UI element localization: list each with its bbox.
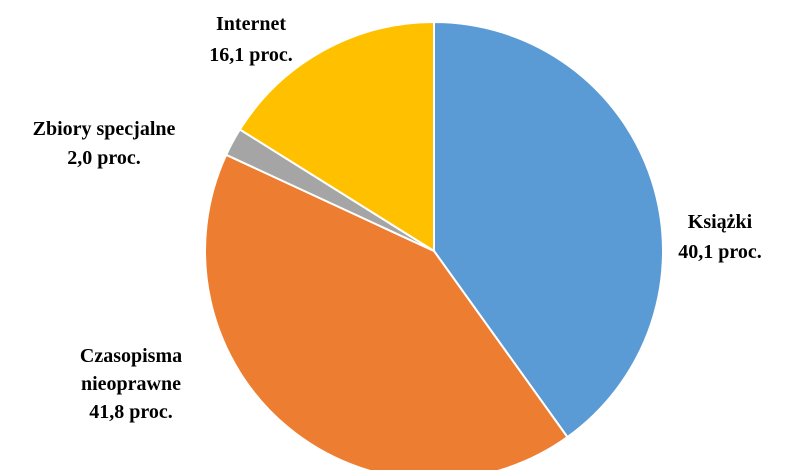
slice-label-line: 2,0 proc. — [67, 147, 141, 169]
pie-slices — [204, 21, 664, 470]
slice-label-4: Internet 16,1 proc. — [209, 13, 293, 66]
slice-label-line: 16,1 proc. — [209, 44, 293, 66]
slice-label-1: Książki 40,1 proc. — [678, 211, 762, 263]
slice-label-3: Zbiory specjalne 2,0 proc. — [33, 118, 176, 169]
slice-label-line: Książki — [688, 211, 753, 233]
slice-label-line: 40,1 proc. — [678, 241, 762, 263]
pie-labels: Książki 40,1 proc. Czasopisma nieoprawne 41,… — [33, 13, 762, 423]
slice-label-line: nieoprawne — [81, 373, 181, 395]
slice-label-line: Internet — [216, 13, 286, 35]
slice-label-line: Zbiory specjalne — [33, 118, 176, 140]
pie-slice-4 — [238, 21, 435, 252]
slice-label-2: Czasopisma nieoprawne 41,8 proc. — [80, 345, 182, 423]
slice-label-line: Czasopisma — [80, 345, 182, 367]
pie-slice-2 — [204, 153, 569, 470]
pie-slice-1 — [433, 21, 664, 439]
slice-label-line: 41,8 proc. — [89, 401, 173, 423]
